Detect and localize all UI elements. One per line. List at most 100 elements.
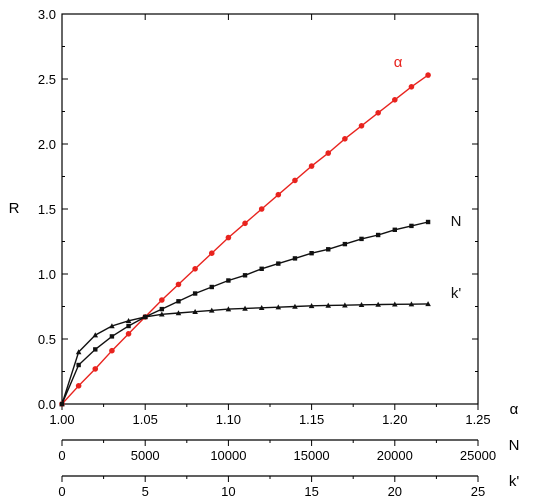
data-point — [126, 323, 131, 329]
data-point — [242, 305, 248, 311]
series-line — [61, 74, 429, 405]
y-tick-label: 1.5 — [38, 202, 56, 217]
x-tick-label: 0 — [58, 484, 65, 499]
data-point — [292, 303, 298, 309]
series-line — [61, 221, 429, 405]
data-point — [408, 301, 415, 307]
data-point — [309, 251, 314, 256]
data-point — [226, 278, 231, 283]
data-point — [275, 191, 282, 198]
x-axis-1: 0 5000 10000 15000 20000 25000 N — [58, 437, 519, 463]
series-2 — [59, 301, 431, 407]
data-point — [208, 307, 215, 313]
data-point — [75, 349, 82, 355]
x-axis-2: 0 5 10 15 20 25 k' — [58, 473, 519, 499]
data-point — [176, 299, 181, 304]
data-point — [142, 314, 148, 320]
x-axis-title: α — [510, 401, 519, 418]
data-point — [292, 177, 298, 184]
y-axis: 0.0 0.5 1.0 1.5 2.0 2.5 3.0 — [38, 7, 478, 412]
x-tick-label: 15000 — [294, 448, 330, 463]
data-point — [159, 297, 165, 303]
data-point — [342, 136, 348, 142]
data-point — [209, 284, 214, 290]
y-tick-label: 1.0 — [38, 267, 56, 282]
data-point — [92, 366, 99, 372]
y-tick-label: 0.5 — [38, 332, 56, 347]
data-point — [75, 383, 82, 389]
plot-border — [61, 13, 479, 405]
data-point — [425, 219, 431, 225]
data-point — [409, 223, 414, 229]
data-point — [258, 305, 265, 311]
series-1 — [59, 219, 431, 407]
data-point — [125, 318, 132, 324]
data-point — [375, 232, 381, 238]
series-label: k' — [451, 285, 462, 302]
data-point — [159, 306, 165, 312]
data-point — [159, 311, 165, 317]
y-tick-label: 2.0 — [38, 137, 56, 152]
data-point — [76, 362, 81, 368]
data-point — [192, 291, 198, 296]
data-point — [109, 323, 115, 329]
y-tick-label: 3.0 — [38, 7, 56, 22]
data-point — [325, 150, 332, 156]
data-point — [292, 256, 298, 261]
data-point — [125, 331, 132, 337]
data-point — [408, 84, 415, 90]
series-line — [61, 303, 429, 405]
data-point — [175, 310, 182, 316]
x-tick-label: 15 — [304, 484, 318, 499]
data-point — [109, 334, 115, 339]
x-axes: 1.00 1.05 1.10 1.15 1.20 1.25 α 0 5000 10000 15000… — [49, 14, 519, 499]
x-axis-title: k' — [509, 473, 520, 490]
data-point — [258, 206, 265, 212]
data-point — [308, 163, 315, 169]
x-tick-label: 20 — [388, 484, 402, 499]
series-layer — [59, 72, 431, 407]
data-point — [275, 304, 282, 310]
data-point — [392, 227, 397, 232]
data-point — [208, 250, 215, 256]
data-point — [358, 302, 365, 308]
data-point — [175, 281, 182, 288]
data-point — [308, 303, 315, 309]
data-point — [276, 261, 281, 266]
data-point — [326, 247, 331, 252]
data-point — [109, 347, 115, 354]
plot-frame — [61, 13, 479, 405]
x-tick-label: 5 — [142, 484, 149, 499]
x-tick-label: 25000 — [460, 448, 496, 463]
x-tick-label: 1.25 — [465, 412, 490, 427]
data-point — [242, 220, 248, 227]
x-axis-title: N — [509, 437, 520, 454]
x-tick-label: 1.10 — [216, 412, 241, 427]
y-axis-title: R — [9, 200, 20, 217]
x-tick-label: 10 — [221, 484, 235, 499]
x-tick-label: 25 — [471, 484, 485, 499]
y-tick-label: 2.5 — [38, 72, 56, 87]
x-tick-label: 1.00 — [49, 412, 74, 427]
data-point — [225, 306, 232, 312]
series-label: α — [394, 54, 403, 71]
x-tick-label: 20000 — [377, 448, 413, 463]
data-point — [192, 266, 198, 272]
data-point — [425, 72, 431, 78]
series-labels: α Nk' — [394, 54, 462, 302]
x-tick-label: 0 — [58, 448, 65, 463]
x-tick-label: 1.05 — [133, 412, 158, 427]
data-point — [93, 347, 98, 352]
x-tick-label: 1.15 — [299, 412, 324, 427]
data-point — [325, 302, 332, 308]
data-point — [375, 301, 381, 307]
data-point — [392, 97, 398, 103]
data-point — [342, 302, 348, 308]
x-tick-label: 5000 — [131, 448, 160, 463]
series-0 — [59, 72, 431, 407]
data-point — [192, 308, 198, 314]
data-point — [59, 401, 65, 407]
x-tick-label: 1.20 — [382, 412, 407, 427]
data-point — [242, 273, 248, 278]
